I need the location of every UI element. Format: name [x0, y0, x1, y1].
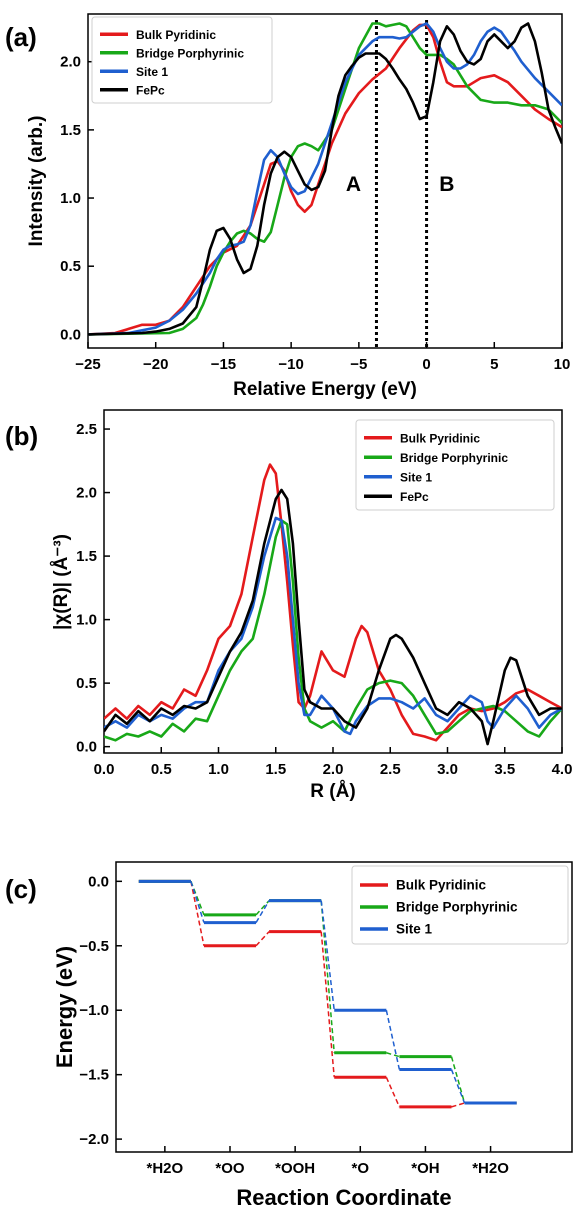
- x-tick-label: 0.5: [151, 761, 172, 778]
- energy-connector: [190, 881, 205, 923]
- energy-connector: [451, 1102, 465, 1108]
- legend: Bulk Pyridinic Bridge Porphyrinic Site 1 Fe…: [91, 16, 273, 104]
- x-axis-label: Relative Energy (eV): [233, 379, 417, 400]
- energy-connector: [320, 900, 335, 1053]
- legend-box: [351, 865, 569, 945]
- x-tick-label: 3.0: [437, 761, 458, 778]
- x-tick-label: 5: [490, 356, 498, 373]
- legend-label: Bridge Porphyrinic: [396, 900, 518, 915]
- x-tick-label: *H2O: [472, 1160, 509, 1177]
- x-tick-label: 4.0: [552, 761, 573, 778]
- energy-connector: [320, 931, 335, 1078]
- y-tick-label: −0.5: [79, 938, 109, 955]
- energy-connector: [385, 1076, 401, 1108]
- y-tick-label: 2.5: [76, 421, 97, 438]
- series-line: [104, 488, 562, 746]
- legend-box: [355, 419, 555, 511]
- y-tick-label: −1.0: [79, 1002, 109, 1019]
- x-tick-label: 1.0: [208, 761, 229, 778]
- series-line: [88, 22, 562, 336]
- x-tick-label: *O: [352, 1160, 370, 1177]
- y-tick-label: −2.0: [79, 1131, 109, 1148]
- plot-area: [104, 463, 562, 746]
- panel-label: (a): [5, 22, 37, 52]
- energy-connector: [450, 1056, 466, 1104]
- y-tick-label: 2.0: [60, 54, 81, 71]
- legend-label: Site 1: [400, 470, 432, 484]
- x-tick-label: 2.0: [323, 761, 344, 778]
- y-tick-label: −1.5: [79, 1067, 109, 1084]
- y-tick-label: 0.0: [88, 873, 109, 890]
- legend-label: FePc: [136, 83, 165, 97]
- x-tick-label: *OH: [411, 1160, 439, 1177]
- x-tick-label: −25: [75, 356, 100, 373]
- annotation-label: B: [439, 173, 454, 196]
- x-tick-label: −10: [278, 356, 303, 373]
- legend-label: Site 1: [136, 65, 168, 79]
- energy-connector: [385, 1010, 401, 1070]
- x-tick-label: −20: [143, 356, 168, 373]
- legend-label: Bulk Pyridinic: [400, 431, 480, 445]
- x-tick-label: 0: [422, 356, 430, 373]
- plot-frame: [87, 13, 563, 349]
- energy-connector: [255, 900, 270, 916]
- x-tick-label: *H2O: [147, 1160, 184, 1177]
- legend: Bulk Pyridinic Bridge Porphyrinic Site 1 Fe…: [355, 419, 555, 511]
- series-line: [88, 22, 562, 336]
- plot-area: [88, 20, 562, 348]
- panel-c: (c) 0.0 −0.5 −1.0 −1.5 −2.0 *H2O *OO *OOH *O *OH *H…: [5, 861, 573, 1210]
- energy-connector: [386, 1052, 400, 1058]
- y-tick-label: 1.5: [60, 122, 81, 139]
- energy-connector: [190, 881, 205, 916]
- energy-connector: [190, 881, 205, 946]
- annotation-label: A: [346, 173, 361, 196]
- x-tick-label: 10: [554, 356, 571, 373]
- energy-connector: [450, 1069, 466, 1104]
- legend-label: FePc: [400, 490, 429, 504]
- x-tick-label: −15: [211, 356, 236, 373]
- y-axis-label: Energy (eV): [52, 946, 77, 1068]
- legend-label: Site 1: [396, 922, 433, 937]
- legend-label: Bridge Porphyrinic: [400, 451, 508, 465]
- legend-label: Bulk Pyridinic: [396, 878, 487, 893]
- energy-connector: [320, 900, 335, 1011]
- x-tick-label: 1.5: [265, 761, 286, 778]
- panel-label: (b): [5, 421, 38, 451]
- x-tick-label: −5: [350, 356, 367, 373]
- y-tick-label: 0.0: [60, 326, 81, 343]
- legend-label: Bulk Pyridinic: [136, 28, 216, 42]
- legend: Bulk Pyridinic Bridge Porphyrinic Site 1: [351, 865, 569, 945]
- y-tick-label: 1.5: [76, 548, 97, 565]
- y-tick-label: 0.0: [76, 739, 97, 756]
- x-axis-label: Reaction Coordinate: [236, 1185, 451, 1210]
- y-axis-label: |χ(R)| (Å⁻³): [51, 534, 72, 630]
- series-line: [104, 516, 562, 736]
- x-tick-label: *OOH: [275, 1160, 315, 1177]
- y-tick-label: 0.5: [60, 258, 81, 275]
- x-tick-label: *OO: [215, 1160, 245, 1177]
- panel-a: (a) 0.0 0.5 1.0 1.5 2.0 −25 −20 −15 −10 −5 0 5 10 Rela…: [5, 13, 571, 400]
- panel-b: (b) 0.0 0.5 1.0 1.5 2.0 2.5 0.0 0.5 1.0 1.5 2.0 2.5 3…: [5, 409, 573, 802]
- legend-box: [91, 16, 273, 104]
- x-axis-label: R (Å): [310, 781, 355, 802]
- y-tick-label: 1.0: [60, 190, 81, 207]
- plot-area: [138, 879, 517, 1109]
- x-tick-label: 2.5: [380, 761, 401, 778]
- energy-connector: [255, 931, 270, 947]
- series-line: [104, 519, 562, 742]
- x-tick-label: 0.0: [94, 761, 115, 778]
- y-tick-label: 2.0: [76, 485, 97, 502]
- plot-frame: [115, 861, 573, 1153]
- legend-label: Bridge Porphyrinic: [136, 46, 244, 60]
- panel-label: (c): [5, 874, 37, 904]
- x-tick-label: 3.5: [494, 761, 515, 778]
- y-tick-label: 0.5: [76, 675, 97, 692]
- y-axis-label: Intensity (arb.): [26, 116, 47, 247]
- energy-connector: [255, 900, 270, 923]
- y-tick-label: 1.0: [76, 612, 97, 629]
